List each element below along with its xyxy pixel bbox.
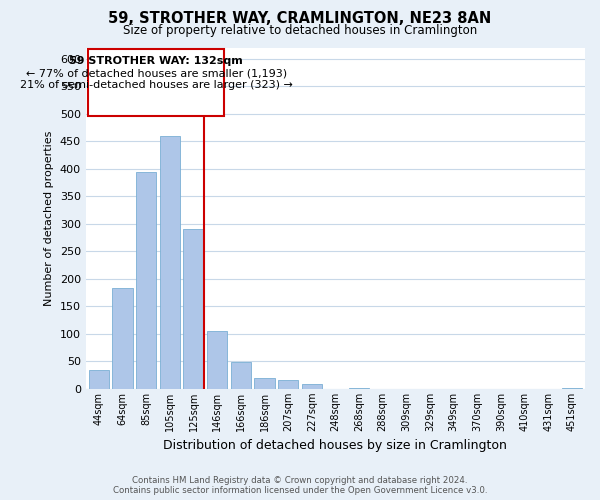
Bar: [112, 288, 133, 389]
Bar: [562, 388, 582, 389]
Bar: [89, 370, 109, 389]
Y-axis label: Number of detached properties: Number of detached properties: [44, 130, 55, 306]
Text: 59 STROTHER WAY: 132sqm: 59 STROTHER WAY: 132sqm: [70, 56, 243, 66]
Bar: [302, 384, 322, 389]
Bar: [278, 380, 298, 389]
Bar: [254, 378, 275, 389]
Text: Contains HM Land Registry data © Crown copyright and database right 2024.
Contai: Contains HM Land Registry data © Crown c…: [113, 476, 487, 495]
Text: 21% of semi-detached houses are larger (323) →: 21% of semi-detached houses are larger (…: [20, 80, 293, 90]
FancyBboxPatch shape: [88, 48, 224, 116]
Text: Size of property relative to detached houses in Cramlington: Size of property relative to detached ho…: [123, 24, 477, 37]
Bar: [160, 136, 180, 389]
Text: 59, STROTHER WAY, CRAMLINGTON, NE23 8AN: 59, STROTHER WAY, CRAMLINGTON, NE23 8AN: [109, 11, 491, 26]
Bar: [349, 388, 369, 389]
Text: ← 77% of detached houses are smaller (1,193): ← 77% of detached houses are smaller (1,…: [26, 68, 287, 78]
Bar: [231, 362, 251, 389]
X-axis label: Distribution of detached houses by size in Cramlington: Distribution of detached houses by size …: [163, 440, 508, 452]
Bar: [184, 229, 203, 389]
Bar: [136, 172, 156, 389]
Bar: [207, 331, 227, 389]
